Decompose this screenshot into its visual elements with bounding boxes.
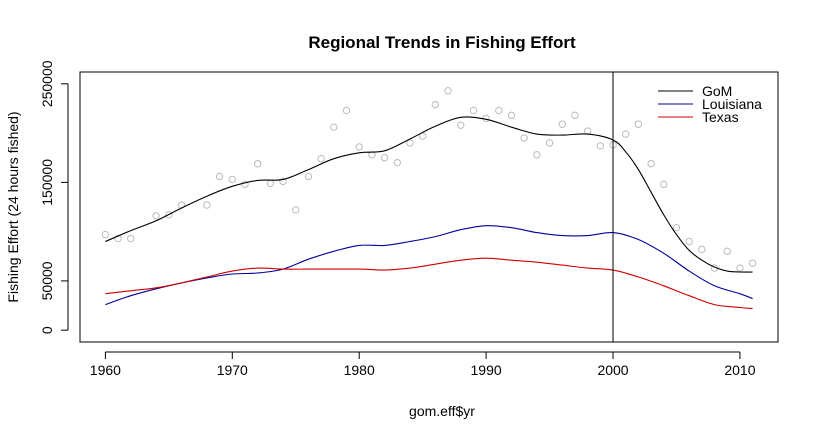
data-point <box>330 123 338 131</box>
data-point <box>507 111 516 120</box>
data-point <box>342 106 351 115</box>
data-point <box>228 175 236 184</box>
data-point <box>545 139 554 147</box>
data-point <box>736 264 744 272</box>
data-point <box>571 111 579 120</box>
data-point <box>558 120 566 128</box>
data-point <box>698 245 706 254</box>
data-point <box>533 151 541 159</box>
data-point <box>647 159 655 168</box>
y-tick-label: 50000 <box>39 261 55 300</box>
y-tick-label: 150000 <box>39 159 55 206</box>
data-point <box>431 100 440 109</box>
data-point <box>495 106 503 115</box>
series-line-gom <box>105 116 753 273</box>
data-point <box>482 114 490 123</box>
y-axis-label: Fishing Effort (24 hours fished) <box>5 111 21 302</box>
y-tick-label: 0 <box>39 326 55 334</box>
data-point <box>622 130 630 138</box>
data-point <box>165 211 173 219</box>
data-point <box>368 151 376 159</box>
x-axis-label: gom.eff$yr <box>409 403 475 419</box>
data-point <box>685 237 693 246</box>
legend-label: GoM <box>702 83 732 99</box>
data-point <box>317 155 325 163</box>
data-point <box>723 247 731 256</box>
legend-label: Louisiana <box>702 96 762 112</box>
trend-lines <box>105 116 753 310</box>
plot-box <box>79 71 779 343</box>
data-point <box>469 106 478 115</box>
data-point <box>101 230 110 239</box>
legend-label: Texas <box>702 109 739 125</box>
y-tick-label: 250000 <box>39 60 55 107</box>
data-point <box>279 177 287 186</box>
data-point <box>241 180 249 189</box>
data-point <box>748 259 757 267</box>
scatter-points <box>101 87 757 272</box>
data-point <box>266 179 275 188</box>
data-point <box>520 134 528 142</box>
data-point <box>292 206 300 214</box>
x-tick-label: 1970 <box>217 362 248 378</box>
chart-title: Regional Trends in Fishing Effort <box>308 33 576 52</box>
data-point <box>127 234 135 243</box>
data-point <box>215 172 224 181</box>
data-point <box>444 87 452 95</box>
data-point <box>583 127 592 135</box>
x-tick-label: 2010 <box>724 362 755 378</box>
data-point <box>152 212 160 220</box>
data-point <box>393 158 401 167</box>
y-axis: 0 50000 150000 250000 <box>39 60 69 334</box>
data-point <box>406 139 414 147</box>
data-point <box>304 172 313 181</box>
x-tick-label: 2000 <box>597 362 628 378</box>
data-point <box>672 223 681 232</box>
data-point <box>596 142 605 150</box>
series-line-texas <box>105 257 753 310</box>
x-axis: 1960 1970 1980 1990 2000 2010 <box>90 351 756 378</box>
series-line-louisiana <box>105 225 753 306</box>
data-point <box>457 121 465 129</box>
data-point <box>634 120 643 128</box>
data-point <box>203 201 211 209</box>
data-point <box>114 234 122 243</box>
x-tick-label: 1990 <box>471 362 502 378</box>
x-tick-label: 1960 <box>90 362 121 378</box>
x-tick-label: 1980 <box>344 362 375 378</box>
data-point <box>380 154 389 162</box>
data-point <box>253 159 262 168</box>
data-point <box>660 180 668 189</box>
data-point <box>355 143 363 151</box>
